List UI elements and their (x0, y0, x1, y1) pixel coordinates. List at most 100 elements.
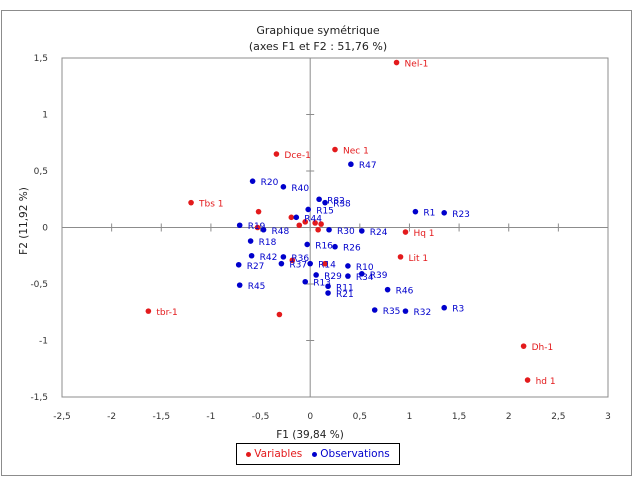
observations-point (313, 272, 319, 278)
observations-point (345, 263, 351, 269)
observations-point-label: R11 (336, 283, 354, 293)
observations-point (326, 226, 332, 233)
observations-point-label: R47 (359, 161, 377, 171)
x-tick-label: 0,5 (353, 412, 367, 422)
variables-point (296, 222, 303, 229)
observations-point-label: R34 (356, 273, 374, 283)
y-tick-label: -1 (39, 337, 48, 347)
observations-point-label: R39 (370, 271, 388, 281)
observations-point-label: R30 (337, 227, 355, 237)
observations-point-label: R27 (247, 262, 265, 272)
observations-point-label: R48 (272, 227, 290, 237)
y-tick-label: -1,5 (30, 393, 48, 403)
observations-point (236, 222, 243, 229)
observations-point-label: R46 (396, 287, 414, 297)
legend-label-variables: Variables (254, 448, 303, 460)
legend-item-observations: Observations (312, 448, 390, 460)
observations-point (371, 307, 378, 313)
observations-point (325, 283, 331, 290)
variables-point (315, 226, 321, 233)
variables-point (289, 257, 296, 264)
variables-point (520, 343, 527, 349)
observations-point (307, 260, 313, 267)
observations-point (384, 286, 391, 293)
observations-point-label: R40 (291, 184, 309, 194)
observations-point (332, 243, 338, 250)
variables-point (402, 229, 409, 235)
chart-subtitle: (axes F1 et F2 : 51,76 %) (248, 40, 388, 53)
y-tick-label: 0,5 (34, 167, 48, 177)
variables-point-label: Nec 1 (343, 147, 369, 157)
observations-point-label: R38 (333, 200, 351, 210)
variables-point (524, 377, 531, 383)
observations-point-label: R24 (370, 228, 388, 238)
observations-point (293, 214, 300, 221)
x-tick-label: -0,5 (252, 412, 270, 422)
observations-point-label: R26 (343, 244, 361, 254)
observations-point-label: R44 (304, 214, 322, 224)
observations-point-label: R42 (260, 253, 278, 263)
variables-point (255, 208, 262, 215)
variables-point (288, 214, 295, 221)
variables-point-label: Dce-1 (284, 151, 310, 161)
legend-marker-variables (246, 451, 252, 457)
legend-label-observations: Observations (320, 448, 390, 460)
variables-point-label: hd 1 (536, 377, 556, 387)
observations-point-label: R18 (259, 238, 277, 248)
observations-point-label: R23 (452, 210, 470, 220)
observations-point (402, 308, 409, 314)
variables-point (276, 311, 283, 318)
variables-point (302, 219, 309, 225)
observations-point (412, 208, 419, 215)
observations-point-label: R19 (248, 222, 266, 232)
variables-point-label: Hq 1 (413, 229, 434, 239)
observations-point-label: R82 (327, 196, 345, 206)
observations-point (305, 206, 311, 213)
observations-point-label: R14 (318, 261, 336, 271)
observations-point (302, 278, 309, 285)
variables-point (397, 254, 404, 260)
observations-point-label: R10 (356, 263, 374, 273)
observations-point (280, 254, 287, 260)
variables-point-label: Dh-1 (532, 343, 554, 353)
x-tick-label: -2 (107, 412, 116, 422)
observations-point (359, 271, 365, 277)
observations-point (441, 304, 448, 311)
observations-point (322, 199, 328, 206)
variables-point (312, 220, 318, 226)
observations-point-label: R32 (413, 308, 431, 318)
x-axis-label: F1 (39,84 %) (276, 429, 344, 441)
observations-point-label: R13 (313, 279, 331, 289)
observations-point (359, 228, 365, 234)
observations-point (248, 252, 255, 259)
observations-point (235, 261, 242, 268)
observations-point (316, 196, 322, 203)
observations-point-label: R36 (291, 254, 309, 264)
observations-point (441, 210, 448, 216)
variables-point-label: Nel-1 (405, 60, 429, 70)
observations-point-label: R45 (248, 282, 266, 292)
legend-item-variables: Variables (246, 448, 302, 460)
y-tick-label: 1,5 (34, 54, 48, 64)
observations-point-label: R3 (452, 305, 464, 315)
observations-point-label: R35 (383, 307, 401, 317)
x-tick-label: -1,5 (152, 412, 170, 422)
x-tick-label: -2,5 (53, 412, 71, 422)
chart-frame (1, 10, 632, 476)
observations-point-label: R16 (315, 241, 333, 251)
observations-point-label: R21 (336, 290, 354, 300)
variables-point-label: Tbs 1 (198, 200, 224, 210)
variables-point (254, 224, 261, 231)
variables-point (318, 221, 324, 227)
observations-point (278, 260, 285, 267)
observations-point (247, 238, 254, 244)
variables-point-label: Lit 1 (409, 254, 429, 264)
variables-point (393, 59, 400, 66)
x-tick-label: 3 (605, 412, 611, 422)
y-tick-label: 0 (42, 224, 48, 234)
variables-point (145, 308, 152, 314)
observations-point (249, 178, 256, 184)
legend: Variables Observations (236, 443, 400, 465)
variables-point (188, 199, 194, 206)
